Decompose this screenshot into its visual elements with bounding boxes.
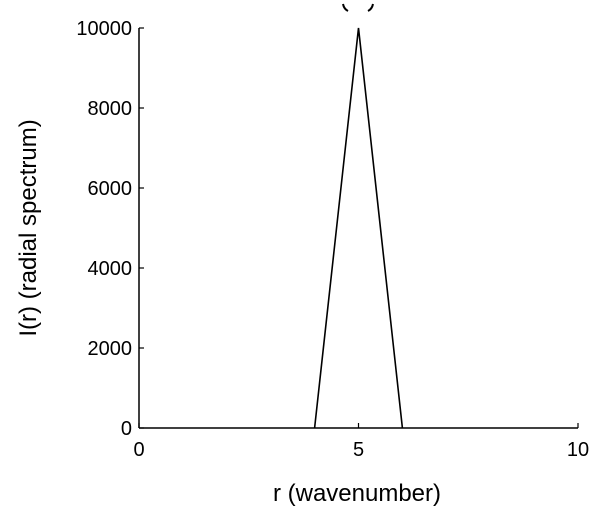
x-tick-label: 0 bbox=[133, 439, 144, 461]
y-tick-label: 8000 bbox=[88, 98, 133, 120]
x-axis-title: r (wavenumber) bbox=[273, 480, 441, 507]
y-axis-title: I(r) (radial spectrum) bbox=[15, 119, 42, 336]
x-axis-ticks: 0 5 10 bbox=[133, 423, 589, 461]
y-axis-ticks: 0 2000 4000 6000 8000 10000 bbox=[76, 18, 144, 440]
y-tick-label: 2000 bbox=[88, 338, 133, 360]
x-tick-label: 10 bbox=[567, 439, 589, 461]
series-layer bbox=[313, 27, 404, 429]
cropped-title-remnant bbox=[342, 3, 374, 12]
series-line bbox=[313, 27, 404, 429]
y-tick-label: 0 bbox=[121, 418, 132, 440]
y-tick-label: 10000 bbox=[76, 18, 132, 40]
y-tick-label: 6000 bbox=[88, 178, 133, 200]
x-tick-label: 5 bbox=[353, 439, 364, 461]
y-tick-label: 4000 bbox=[88, 258, 133, 280]
